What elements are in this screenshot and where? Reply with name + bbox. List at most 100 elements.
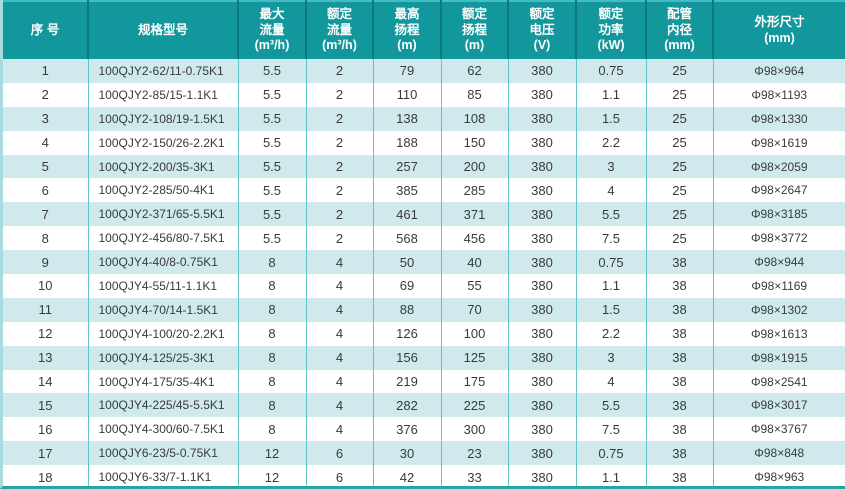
cell-dims: Φ98×963	[713, 465, 845, 486]
cell-rated-head: 100	[441, 321, 509, 346]
cell-max-head: 568	[373, 226, 442, 251]
column-header-voltage-label-0: 额定	[529, 7, 555, 22]
column-header-power-label-0: 额定	[598, 7, 624, 22]
cell-pipe-bore: 38	[646, 345, 714, 370]
cell-max-flow: 12	[238, 465, 307, 486]
cell-max-head: 461	[373, 202, 442, 227]
column-header-pipe-bore-unit: (mm)	[664, 38, 695, 53]
cell-rated-flow: 2	[306, 226, 374, 251]
column-header-rated-flow-label-0: 额定	[326, 7, 352, 22]
cell-pipe-bore: 38	[646, 274, 714, 298]
cell-rated-flow: 2	[306, 154, 374, 179]
cell-dims: Φ98×2541	[713, 369, 845, 394]
cell-model: 100QJY2-62/11-0.75K1	[88, 59, 239, 83]
cell-model: 100QJY4-225/45-5.5K1	[88, 393, 239, 418]
cell-max-flow: 8	[238, 345, 307, 370]
cell-rated-head: 70	[441, 297, 509, 322]
column-header-max-flow-label-1: 流量	[259, 22, 285, 37]
cell-rated-head: 108	[441, 106, 509, 131]
cell-max-flow: 5.5	[238, 202, 307, 227]
cell-model: 100QJY2-150/26-2.2K1	[88, 130, 239, 155]
cell-rated-head: 300	[441, 417, 509, 442]
table-row: 5 100QJY2-200/35-3K1 5.5 2 257 200 380 3 25 Φ98×2…	[3, 154, 845, 179]
cell-voltage: 380	[508, 465, 577, 486]
cell-serial: 10	[3, 274, 89, 298]
cell-pipe-bore: 25	[646, 130, 714, 155]
cell-dims: Φ98×964	[713, 59, 845, 83]
column-header-pipe-bore: 配管 内径 (mm)	[646, 0, 714, 59]
cell-rated-flow: 4	[306, 369, 374, 394]
cell-model: 100QJY6-33/7-1.1K1	[88, 465, 239, 486]
cell-rated-flow: 2	[306, 59, 374, 83]
cell-voltage: 380	[508, 202, 577, 227]
cell-max-flow: 8	[238, 274, 307, 298]
cell-pipe-bore: 38	[646, 393, 714, 418]
cell-voltage: 380	[508, 82, 577, 107]
cell-power: 3	[576, 154, 647, 179]
cell-pipe-bore: 25	[646, 226, 714, 251]
cell-max-head: 69	[373, 274, 442, 298]
cell-max-flow: 5.5	[238, 82, 307, 107]
cell-rated-flow: 4	[306, 274, 374, 298]
cell-max-head: 50	[373, 250, 442, 275]
cell-model: 100QJY2-371/65-5.5K1	[88, 202, 239, 227]
column-header-max-head-unit: (m)	[397, 38, 417, 53]
cell-rated-flow: 2	[306, 202, 374, 227]
cell-max-head: 88	[373, 297, 442, 322]
cell-voltage: 380	[508, 226, 577, 251]
cell-max-head: 282	[373, 393, 442, 418]
table-row: 15 100QJY4-225/45-5.5K1 8 4 282 225 380 5.5 38 Φ9…	[3, 393, 845, 418]
cell-rated-flow: 2	[306, 106, 374, 131]
cell-model: 100QJY2-85/15-1.1K1	[88, 82, 239, 107]
cell-rated-head: 23	[441, 441, 509, 466]
cell-rated-head: 456	[441, 226, 509, 251]
cell-voltage: 380	[508, 154, 577, 179]
cell-serial: 7	[3, 202, 89, 227]
cell-max-flow: 5.5	[238, 178, 307, 203]
cell-rated-head: 150	[441, 130, 509, 155]
cell-power: 1.1	[576, 82, 647, 107]
cell-max-head: 376	[373, 417, 442, 442]
column-header-max-flow-unit: (m³/h)	[254, 38, 290, 53]
cell-serial: 6	[3, 178, 89, 203]
column-header-model-label-0: 规格型号	[137, 22, 188, 37]
cell-voltage: 380	[508, 106, 577, 131]
table-row: 18 100QJY6-33/7-1.1K1 12 6 42 33 380 1.1 38 Φ98×9…	[3, 465, 845, 486]
cell-model: 100QJY4-70/14-1.5K1	[88, 297, 239, 322]
cell-rated-flow: 6	[306, 441, 374, 466]
cell-serial: 15	[3, 393, 89, 418]
cell-max-head: 42	[373, 465, 442, 486]
cell-pipe-bore: 25	[646, 82, 714, 107]
cell-rated-head: 125	[441, 345, 509, 370]
cell-model: 100QJY4-125/25-3K1	[88, 345, 239, 370]
cell-dims: Φ98×3185	[713, 202, 845, 227]
column-header-dims: 外形尺寸 (mm)	[713, 0, 845, 59]
cell-rated-head: 285	[441, 178, 509, 203]
cell-max-flow: 5.5	[238, 154, 307, 179]
column-header-power-unit: (kW)	[597, 38, 625, 53]
table-row: 10 100QJY4-55/11-1.1K1 8 4 69 55 380 1.1 38 Φ98×1…	[3, 274, 845, 298]
column-header-pipe-bore-label-0: 配管	[666, 7, 692, 22]
column-header-voltage-unit: (V)	[533, 38, 551, 53]
cell-max-head: 385	[373, 178, 442, 203]
cell-rated-flow: 4	[306, 250, 374, 275]
column-header-max-head-label-1: 扬程	[394, 22, 420, 37]
cell-serial: 16	[3, 417, 89, 442]
cell-max-flow: 12	[238, 441, 307, 466]
cell-dims: Φ98×1613	[713, 321, 845, 346]
cell-max-head: 110	[373, 82, 442, 107]
column-header-max-head-label-0: 最高	[394, 7, 420, 22]
cell-rated-head: 200	[441, 154, 509, 179]
table-row: 12 100QJY4-100/20-2.2K1 8 4 126 100 380 2.2 38 Φ9…	[3, 321, 845, 346]
cell-max-flow: 8	[238, 417, 307, 442]
cell-dims: Φ98×1619	[713, 130, 845, 155]
cell-rated-flow: 2	[306, 130, 374, 155]
cell-dims: Φ98×2647	[713, 178, 845, 203]
spec-table: 序 号规格型号 最大 流量 (m³/h) 额定 流量 (m³/h) 最高 扬程 (m) 额定 扬程 (m…	[3, 0, 845, 486]
cell-pipe-bore: 38	[646, 250, 714, 275]
cell-pipe-bore: 38	[646, 441, 714, 466]
cell-model: 100QJY2-285/50-4K1	[88, 178, 239, 203]
cell-dims: Φ98×3017	[713, 393, 845, 418]
column-header-voltage-label-1: 电压	[529, 22, 555, 37]
